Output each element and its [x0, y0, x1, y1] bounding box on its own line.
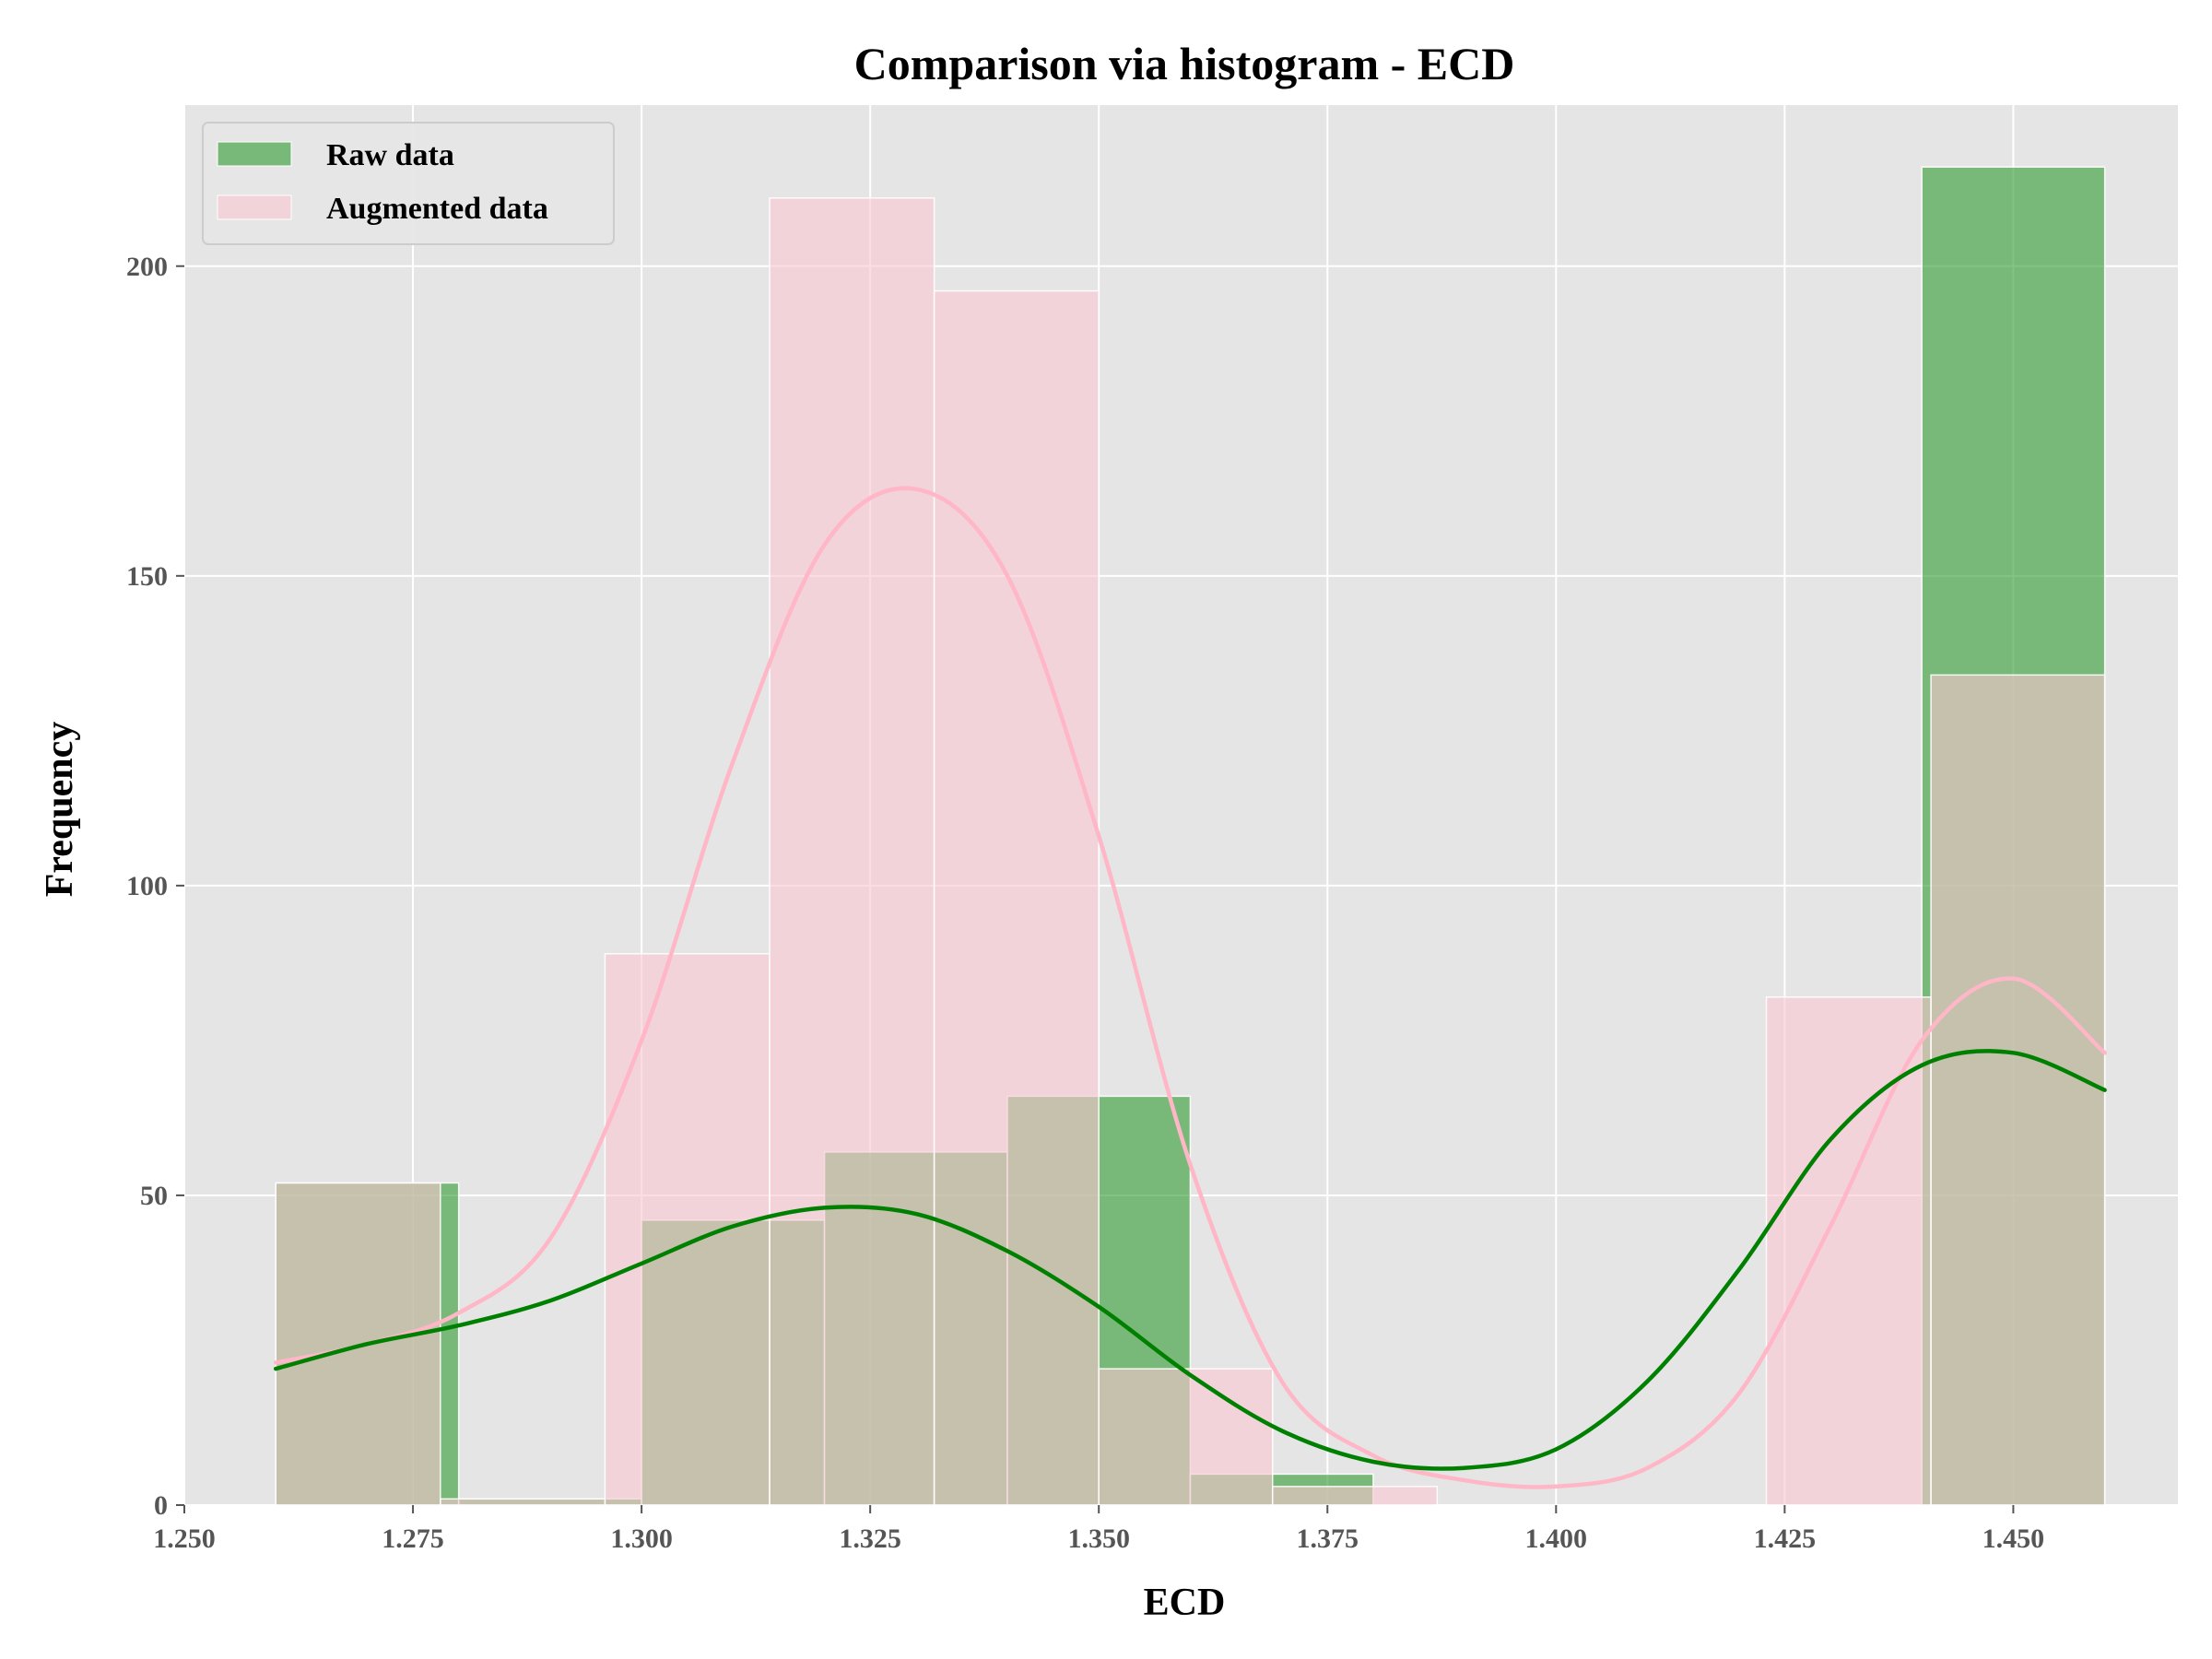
- y-tick-label: 50: [140, 1181, 168, 1211]
- x-tick-label: 1.350: [1067, 1524, 1130, 1554]
- histogram-bar: [1098, 1368, 1274, 1506]
- x-tick-label: 1.250: [153, 1524, 216, 1554]
- y-tick-label: 150: [126, 561, 168, 592]
- series-bars-2: [275, 197, 2106, 1506]
- histogram-bar: [604, 953, 771, 1506]
- histogram-bar: [275, 1182, 441, 1506]
- y-axis-label: Frequency: [39, 722, 81, 898]
- histogram-bar: [769, 197, 935, 1506]
- histogram-bar: [933, 289, 1100, 1506]
- x-tick-label: 1.425: [1754, 1524, 1817, 1554]
- legend-label-2: Augmented data: [326, 192, 548, 226]
- x-tick-label: 1.375: [1297, 1524, 1359, 1554]
- legend-box: [202, 122, 615, 245]
- x-tick-label: 1.400: [1525, 1524, 1588, 1554]
- kde-line-1: [273, 1049, 2107, 1471]
- x-tick-label: 1.450: [1983, 1524, 2045, 1554]
- y-tick-label: 200: [126, 252, 168, 282]
- legend-swatch-2: [217, 194, 292, 220]
- x-tick-label: 1.275: [382, 1524, 444, 1554]
- legend: Raw data Augmented data: [202, 122, 615, 245]
- legend-swatch-1: [217, 141, 292, 167]
- kde-line-2: [273, 486, 2107, 1489]
- y-tick-label: 100: [126, 871, 168, 901]
- legend-label-1: Raw data: [326, 138, 454, 172]
- histogram-bar: [1930, 674, 2106, 1506]
- histogram-bars: [275, 166, 2106, 1506]
- x-tick-label: 1.325: [839, 1524, 901, 1554]
- kde-curves: [273, 486, 2107, 1489]
- x-axis-label: ECD: [1144, 1582, 1226, 1624]
- axes: 1.250 1.275 1.300 1.325 1.350 1.375 1.400 1.425…: [126, 252, 2045, 1554]
- histogram-bar: [1271, 1486, 1439, 1506]
- histogram-bar: [440, 1498, 606, 1506]
- y-tick-label: 0: [154, 1490, 168, 1521]
- x-tick-label: 1.300: [610, 1524, 673, 1554]
- chart-title: Comparison via histogram - ECD: [854, 38, 1515, 89]
